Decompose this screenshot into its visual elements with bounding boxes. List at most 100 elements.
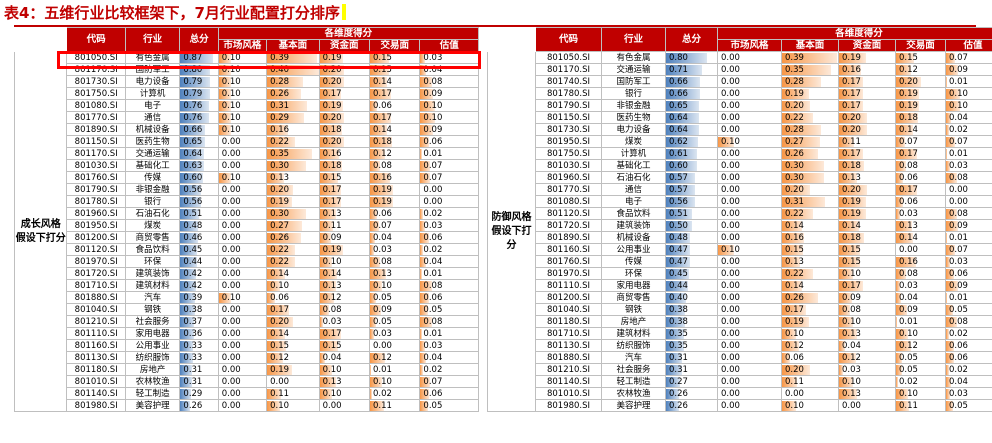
dim-score-cell: 0.10	[895, 327, 946, 340]
code-cell: 801180.SI	[535, 315, 602, 328]
code-cell: 801170.SI	[535, 63, 602, 76]
score-bar	[370, 268, 387, 279]
industry-cell: 农林牧渔	[601, 387, 666, 400]
score-bar	[420, 52, 425, 63]
score-value: 0.03	[373, 244, 392, 255]
score-bar	[420, 88, 434, 99]
score-value: 0.48	[183, 220, 203, 231]
total-score-cell: 0.63	[179, 159, 219, 172]
score-value: 0.80	[183, 64, 203, 75]
score-value: 0.05	[949, 400, 968, 411]
score-value: 0.19	[785, 316, 804, 327]
score-bar	[782, 376, 798, 387]
score-bar	[370, 220, 379, 231]
dim-score-cell: 0.13	[266, 171, 320, 184]
industry-cell: 环保	[124, 255, 181, 268]
score-bar	[180, 196, 202, 207]
score-value: 0.10	[221, 292, 241, 303]
score-value: 0.16	[373, 172, 392, 183]
score-value: 0.04	[423, 256, 443, 267]
score-value: 0.30	[785, 160, 804, 171]
dim-score-cell: 0.08	[838, 303, 896, 316]
score-bar	[896, 352, 903, 363]
dim-score-cell: 0.11	[781, 375, 839, 388]
score-value: 0.02	[423, 364, 443, 375]
total-score-cell: 0.31	[665, 363, 718, 376]
dim-score-cell: 0.01	[945, 147, 992, 160]
score-value: 0.00	[721, 148, 740, 159]
score-bar	[267, 352, 283, 363]
score-value: 0.03	[899, 208, 918, 219]
dim-score-cell: 0.22	[266, 255, 320, 268]
dim-header: 基本面	[781, 39, 839, 52]
score-bar	[896, 376, 899, 387]
code-cell: 801080.SI	[535, 195, 602, 208]
score-value: 0.26	[669, 388, 688, 399]
score-bar	[839, 376, 853, 387]
score-value: 0.00	[721, 292, 740, 303]
total-score-cell: 0.38	[179, 303, 219, 316]
score-bar	[839, 232, 865, 243]
score-bar	[666, 64, 703, 75]
score-bar	[219, 124, 231, 135]
dim-score-cell: 0.20	[318, 135, 371, 148]
dim-score-cell: 0.00	[717, 207, 782, 220]
dim-score-cell: 0.00	[217, 219, 268, 232]
score-bar	[896, 100, 920, 111]
total-score-cell: 0.64	[665, 111, 718, 124]
table-row: 801140.SI 轻工制造 0.27 0.00 0.11 0.10 0.02 0.04	[488, 375, 992, 388]
dim-score-cell: 0.00	[217, 399, 268, 412]
dim-score-cell: 0.19	[368, 195, 421, 208]
score-value: 0.17	[899, 148, 918, 159]
table-row: 801180.SI 房地产 0.38 0.00 0.19 0.10 0.01 0.08	[488, 315, 992, 328]
code-cell: 801050.SI	[535, 51, 602, 64]
score-bar	[370, 64, 389, 75]
dim-score-cell: 0.00	[945, 183, 992, 196]
score-value: 0.17	[270, 304, 290, 315]
score-value: 0.00	[221, 208, 241, 219]
dim-score-cell: 0.06	[781, 351, 839, 364]
score-bar	[267, 292, 275, 303]
score-value: 0.00	[322, 400, 342, 411]
score-value: 0.03	[842, 364, 861, 375]
score-bar	[320, 376, 336, 387]
dim-score-cell: 0.18	[838, 231, 896, 244]
score-value: 0.00	[221, 220, 241, 231]
dim-score-cell: 0.20	[781, 99, 839, 112]
score-bar	[180, 304, 195, 315]
score-value: 0.38	[669, 304, 688, 315]
table-row: 801730.SI 电力设备 0.79 0.10 0.28 0.20 0.14 0.08	[15, 75, 479, 88]
score-value: 0.22	[270, 244, 290, 255]
score-bar	[896, 112, 919, 123]
dim-score-cell: 0.08	[419, 315, 479, 328]
table-row: 801750.SI 计算机 0.79 0.10 0.26 0.17 0.17 0.09	[15, 87, 479, 100]
table-row: 801040.SI 钢铁 0.38 0.00 0.17 0.08 0.09 0.05	[15, 303, 479, 316]
score-bar	[420, 160, 431, 171]
score-value: 0.00	[721, 184, 740, 195]
score-value: 0.26	[270, 88, 290, 99]
dim-score-cell: 0.22	[781, 207, 839, 220]
table-row: 801760.SI 传媒 0.60 0.10 0.13 0.15 0.16 0.07	[15, 171, 479, 184]
score-bar	[370, 184, 394, 195]
score-value: 0.12	[785, 340, 804, 351]
score-value: 0.65	[669, 100, 688, 111]
score-value: 0.40	[270, 64, 290, 75]
dim-score-cell: 0.00	[717, 375, 782, 388]
score-bar	[666, 364, 682, 375]
code-cell: 801710.SI	[535, 327, 602, 340]
score-bar	[896, 148, 917, 159]
score-bar	[180, 136, 205, 147]
score-value: 0.87	[183, 52, 203, 63]
dim-score-cell: 0.08	[945, 171, 992, 184]
table-row: 801010.SI 农林牧渔 0.31 0.00 0.00 0.13 0.10 0.07	[15, 375, 479, 388]
score-bar	[320, 76, 345, 87]
score-value: 0.01	[423, 148, 443, 159]
score-value: 0.80	[669, 52, 688, 63]
score-bar	[320, 388, 332, 399]
score-value: 0.31	[183, 376, 203, 387]
score-bar	[219, 112, 231, 123]
dim-score-cell: 0.14	[266, 267, 320, 280]
dim-score-cell: 0.00	[945, 195, 992, 208]
total-score-cell: 0.47	[665, 243, 718, 256]
score-value: 0.13	[373, 268, 392, 279]
